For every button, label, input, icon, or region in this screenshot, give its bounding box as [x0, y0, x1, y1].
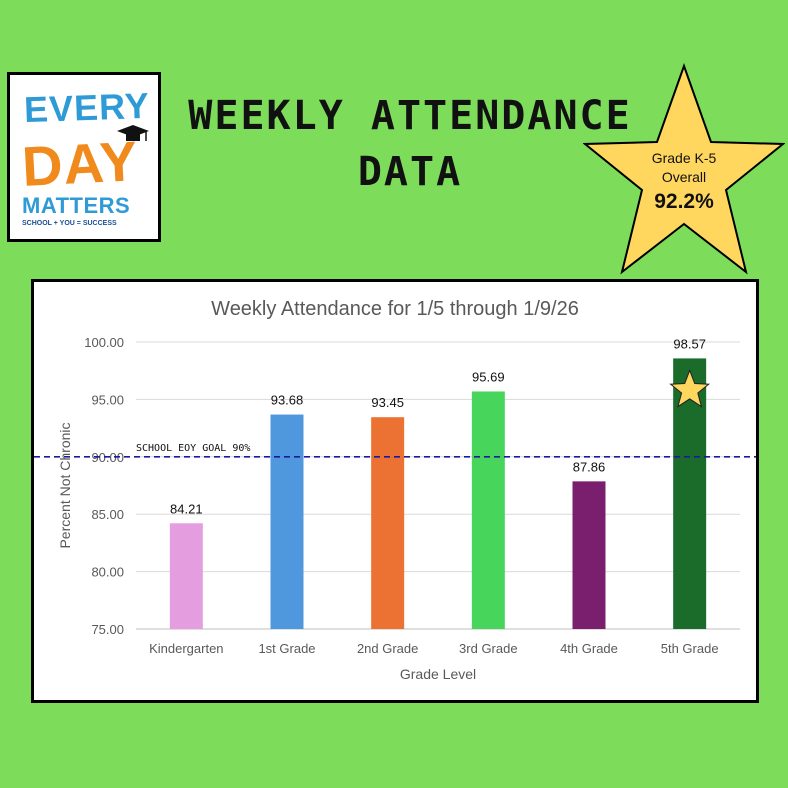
- graduation-cap-icon: [117, 125, 149, 141]
- logo-line-matters: MATTERS: [22, 193, 131, 218]
- star-icon: [669, 368, 711, 408]
- x-tick-label: 5th Grade: [661, 641, 719, 656]
- chart-title: Weekly Attendance for 1/5 through 1/9/26: [211, 298, 579, 320]
- y-axis-label: Percent Not Chronic: [57, 422, 73, 548]
- star-icon: [582, 63, 786, 275]
- data-label: 93.45: [371, 395, 404, 410]
- bar: [471, 391, 505, 629]
- x-tick-label: 3rd Grade: [459, 641, 518, 656]
- bar: [270, 414, 304, 629]
- data-label: 95.69: [472, 369, 505, 384]
- badge-overall-label: Overall: [661, 169, 707, 185]
- bar: [169, 523, 203, 629]
- badge-grade-range: Grade K-5: [651, 150, 717, 166]
- bar: [371, 417, 405, 629]
- x-tick-label: 4th Grade: [560, 641, 618, 656]
- y-tick-label: 75.00: [91, 622, 124, 637]
- y-tick-label: 95.00: [91, 392, 124, 407]
- page-title: WEEKLY ATTENDANCE DATA: [180, 88, 640, 200]
- x-axis-label: Grade Level: [400, 666, 476, 682]
- every-day-matters-logo: EVERY DAY MATTERS SCHOOL + YOU = SUCCESS: [7, 72, 161, 242]
- data-label: 87.86: [573, 459, 606, 474]
- x-tick-label: Kindergarten: [149, 641, 223, 656]
- badge-overall-value: 92.2%: [654, 190, 714, 213]
- data-label: 84.21: [170, 501, 203, 516]
- y-tick-label: 80.00: [91, 565, 124, 580]
- chart-panel: Weekly Attendance for 1/5 through 1/9/26…: [31, 279, 759, 703]
- x-tick-label: 2nd Grade: [357, 641, 418, 656]
- data-label: 93.68: [271, 393, 304, 408]
- y-tick-label: 85.00: [91, 507, 124, 522]
- page-title-line-1: WEEKLY ATTENDANCE: [188, 93, 632, 139]
- x-tick-label: 1st Grade: [258, 641, 315, 656]
- overall-star-badge: Grade K-5 Overall 92.2%: [582, 62, 786, 278]
- logo-line-day: DAY: [20, 129, 140, 198]
- attendance-bar-chart: Weekly Attendance for 1/5 through 1/9/26…: [34, 298, 756, 682]
- y-tick-label: 100.00: [84, 335, 124, 350]
- bar: [572, 481, 606, 629]
- page-title-line-2: DATA: [357, 149, 463, 195]
- goal-line-label: SCHOOL EOY GOAL 90%: [136, 443, 250, 454]
- data-label: 98.57: [673, 336, 706, 351]
- logo-tagline: SCHOOL + YOU = SUCCESS: [22, 220, 117, 227]
